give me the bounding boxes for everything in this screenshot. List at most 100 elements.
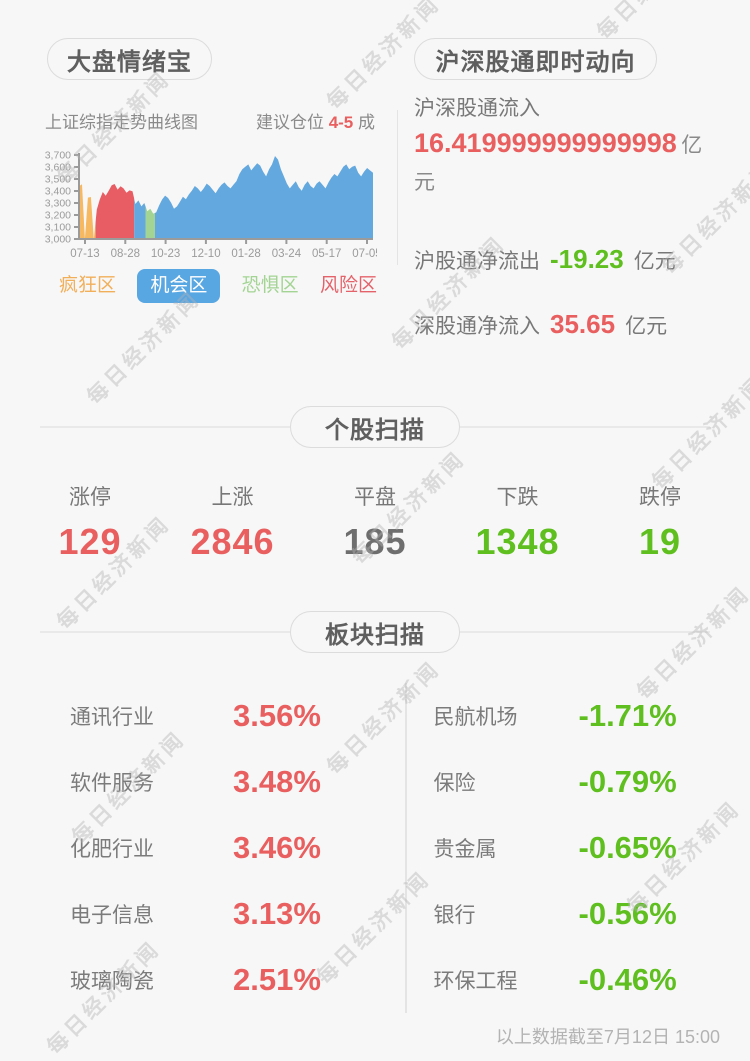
stock-label: 下跌 bbox=[496, 486, 539, 509]
sector-value: -0.79% bbox=[578, 764, 677, 799]
stock-label: 上涨 bbox=[211, 486, 254, 509]
sector-value: -0.56% bbox=[578, 896, 677, 931]
sector-value: 3.13% bbox=[233, 896, 321, 931]
position-value: 4-5 bbox=[328, 113, 354, 132]
stock-cell-up: 上涨 2846 bbox=[181, 481, 285, 563]
stock-scan-header: 个股扫描 bbox=[40, 406, 710, 448]
stock-value: 19 bbox=[638, 521, 682, 562]
sector-row: 保险 -0.79% bbox=[434, 749, 711, 815]
svg-text:05-17: 05-17 bbox=[312, 248, 341, 260]
sector-label: 玻璃陶瓷 bbox=[70, 970, 154, 993]
sector-row: 贵金属 -0.65% bbox=[434, 815, 711, 881]
stock-value: 129 bbox=[58, 521, 122, 562]
sz-connect-unit: 亿元 bbox=[625, 315, 668, 338]
stock-label: 平盘 bbox=[354, 486, 396, 509]
chart-label: 上证综指走势曲线图 bbox=[45, 113, 198, 132]
sector-row: 环保工程 -0.46% bbox=[434, 947, 711, 1013]
sector-row: 电子信息 3.13% bbox=[70, 881, 405, 947]
sentiment-title: 大盘情绪宝 bbox=[67, 48, 192, 76]
svg-text:3,500: 3,500 bbox=[45, 174, 71, 186]
svg-text:10-23: 10-23 bbox=[151, 248, 180, 260]
sector-row: 玻璃陶瓷 2.51% bbox=[70, 947, 405, 1013]
sector-label: 贵金属 bbox=[433, 838, 497, 861]
sector-value: 3.46% bbox=[233, 830, 321, 865]
sector-label: 化肥行业 bbox=[70, 838, 154, 861]
sector-label: 电子信息 bbox=[70, 904, 154, 927]
svg-text:08-28: 08-28 bbox=[111, 248, 140, 260]
sz-connect-label: 深股通净流入 bbox=[414, 315, 540, 338]
northbound-flow-unit: 亿元 bbox=[414, 134, 703, 194]
chart-legend: 疯狂区 机会区 恐惧区 风险区 bbox=[59, 269, 377, 303]
stock-label: 涨停 bbox=[69, 486, 111, 509]
svg-text:3,400: 3,400 bbox=[45, 186, 71, 198]
sector-label: 民航机场 bbox=[433, 706, 518, 729]
position-unit: 成 bbox=[358, 113, 375, 132]
sector-vertical-divider bbox=[405, 683, 407, 1013]
sector-scan-grid: 通讯行业 3.56% 软件服务 3.48% 化肥行业 3.46% 电子信息 3.… bbox=[0, 683, 750, 1013]
top-vertical-divider bbox=[396, 110, 398, 265]
sector-value: -1.71% bbox=[578, 698, 677, 733]
northbound-title: 沪深股通即时动向 bbox=[435, 48, 636, 76]
svg-text:07-13: 07-13 bbox=[70, 248, 99, 260]
stock-value: 2846 bbox=[190, 521, 275, 562]
svg-text:3,300: 3,300 bbox=[45, 198, 71, 210]
top-section: 大盘情绪宝 上证综指走势曲线图 建议仓位 4-5 成 3,700 3,600 3,5… bbox=[0, 0, 750, 406]
sz-connect-row: 深股通净流入 35.65 亿元 bbox=[414, 309, 712, 340]
stock-scan-title-pill: 个股扫描 bbox=[290, 406, 460, 448]
svg-text:3,200: 3,200 bbox=[45, 210, 71, 222]
sector-label: 软件服务 bbox=[70, 772, 154, 795]
northbound-flow-value: 16.419999999999998 bbox=[414, 128, 677, 158]
sector-row: 软件服务 3.48% bbox=[70, 749, 405, 815]
legend-item-fear: 恐惧区 bbox=[241, 275, 299, 296]
sector-scan-title: 板块扫描 bbox=[325, 621, 425, 649]
sector-value: 3.48% bbox=[233, 764, 321, 799]
northbound-flow-label: 沪深股通流入 bbox=[414, 97, 540, 120]
divider-line bbox=[460, 426, 710, 428]
sh-connect-unit: 亿元 bbox=[633, 250, 676, 273]
sentiment-title-pill: 大盘情绪宝 bbox=[47, 38, 212, 80]
stock-label: 跌停 bbox=[639, 486, 681, 509]
sector-label: 通讯行业 bbox=[70, 706, 154, 729]
svg-text:03-24: 03-24 bbox=[272, 248, 302, 260]
stock-cell-limit-up: 涨停 129 bbox=[38, 481, 142, 563]
northbound-title-pill: 沪深股通即时动向 bbox=[414, 38, 657, 80]
divider-line bbox=[460, 631, 710, 633]
legend-item-risk: 风险区 bbox=[319, 275, 377, 296]
stock-cell-limit-down: 跌停 19 bbox=[608, 481, 712, 563]
stock-value: 1348 bbox=[475, 521, 560, 562]
sh-connect-row: 沪股通净流出 -19.23 亿元 bbox=[414, 244, 712, 275]
sentiment-area-chart: 3,7003,6003,5003,4003,3003,2003,1003,000… bbox=[45, 150, 377, 261]
data-timestamp: 以上数据截至7月12日 15:00 bbox=[495, 1027, 720, 1047]
legend-item-opportunity-active: 机会区 bbox=[137, 269, 221, 303]
sector-row: 通讯行业 3.56% bbox=[70, 683, 405, 749]
sentiment-panel: 大盘情绪宝 上证综指走势曲线图 建议仓位 4-5 成 3,700 3,600 3,5… bbox=[0, 38, 397, 406]
position-advice: 建议仓位 4-5 成 bbox=[256, 108, 375, 133]
stock-scan-grid: 涨停 129 上涨 2846 平盘 185 下跌 1348 跌停 19 bbox=[38, 481, 712, 563]
svg-text:12-10: 12-10 bbox=[191, 248, 220, 260]
sector-value: -0.65% bbox=[578, 830, 677, 865]
sh-connect-value: -19.23 bbox=[550, 244, 624, 274]
sector-label: 环保工程 bbox=[433, 970, 518, 993]
svg-text:07-05: 07-05 bbox=[352, 248, 377, 260]
sector-value: 2.51% bbox=[233, 962, 321, 997]
stock-scan-title: 个股扫描 bbox=[325, 416, 425, 444]
divider-line bbox=[40, 426, 290, 428]
sector-row: 银行 -0.56% bbox=[434, 881, 711, 947]
legend-item-frenzy: 疯狂区 bbox=[59, 275, 117, 296]
sector-column-gainers: 通讯行业 3.56% 软件服务 3.48% 化肥行业 3.46% 电子信息 3.… bbox=[40, 683, 405, 1013]
svg-text:01-28: 01-28 bbox=[231, 248, 260, 260]
sector-scan-header: 板块扫描 bbox=[40, 611, 710, 653]
sh-connect-label: 沪股通净流出 bbox=[414, 250, 540, 273]
sector-scan-title-pill: 板块扫描 bbox=[290, 611, 460, 653]
sector-value: -0.46% bbox=[578, 962, 677, 997]
svg-text:3,700: 3,700 bbox=[45, 150, 71, 162]
northbound-flow-value-row: 16.419999999999998 亿元 bbox=[414, 126, 712, 202]
position-label: 建议仓位 bbox=[255, 113, 324, 132]
stock-value: 185 bbox=[343, 521, 407, 562]
sector-value: 3.56% bbox=[233, 698, 321, 733]
sector-row: 民航机场 -1.71% bbox=[434, 683, 711, 749]
sector-label: 银行 bbox=[433, 904, 476, 927]
svg-text:3,000: 3,000 bbox=[45, 234, 71, 246]
sector-row: 化肥行业 3.46% bbox=[70, 815, 405, 881]
stock-cell-flat: 平盘 185 bbox=[323, 481, 427, 563]
